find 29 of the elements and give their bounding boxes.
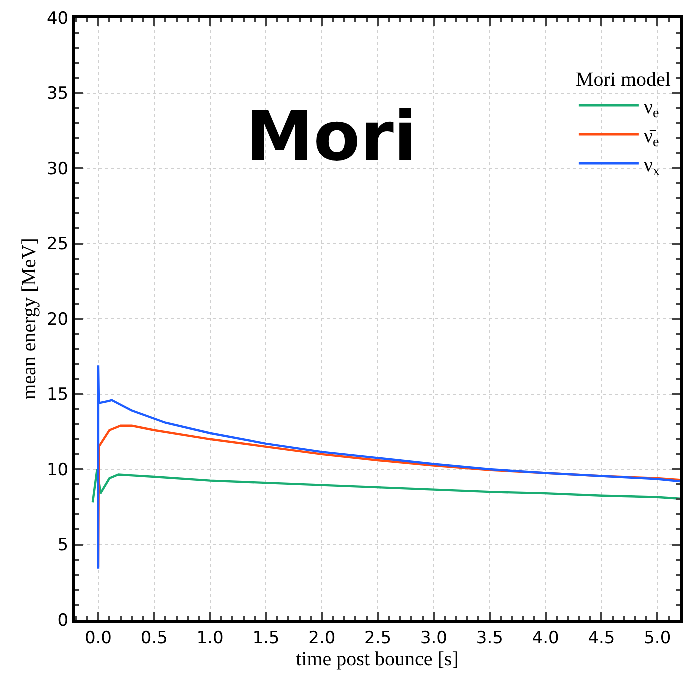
y-tick-label: 15	[46, 385, 69, 406]
legend-label: ν$_{x}$	[644, 154, 660, 180]
line-series	[92, 468, 680, 504]
y-tick-label: 35	[46, 84, 69, 104]
annotation: Mori	[246, 98, 418, 177]
x-tick-label: 4.5	[588, 628, 616, 648]
y-tick-label: 25	[46, 234, 69, 255]
y-tick-label: 0	[58, 610, 69, 631]
y-tick-label: 40	[46, 8, 69, 29]
x-tick-label: 1.0	[196, 628, 224, 648]
y-tick-label: 20	[46, 310, 69, 330]
x-tick-label: 4.0	[532, 628, 560, 648]
x-tick-label: 5.0	[644, 628, 672, 648]
x-axis-title: time post bounce [s]	[296, 648, 459, 670]
y-tick-label: 10	[46, 460, 69, 480]
x-tick-label: 2.5	[364, 628, 392, 648]
legend-label: ν̄$_{e}$	[644, 125, 660, 151]
y-axis-title: mean energy [MeV]	[18, 238, 40, 400]
legend-title: Mori model	[576, 69, 672, 92]
legend-label: ν$_{e}$	[644, 96, 660, 122]
x-tick-label: 0.5	[140, 628, 168, 648]
x-tick-label: 2.0	[308, 628, 336, 648]
x-tick-label: 1.5	[252, 628, 280, 648]
x-tick-label: 3.5	[476, 628, 504, 648]
line-series	[97, 364, 680, 570]
x-tick-label: 0.0	[84, 628, 112, 648]
y-tick-label: 5	[58, 536, 69, 556]
y-tick-label: 30	[46, 159, 69, 180]
x-tick-label: 3.0	[420, 628, 448, 648]
